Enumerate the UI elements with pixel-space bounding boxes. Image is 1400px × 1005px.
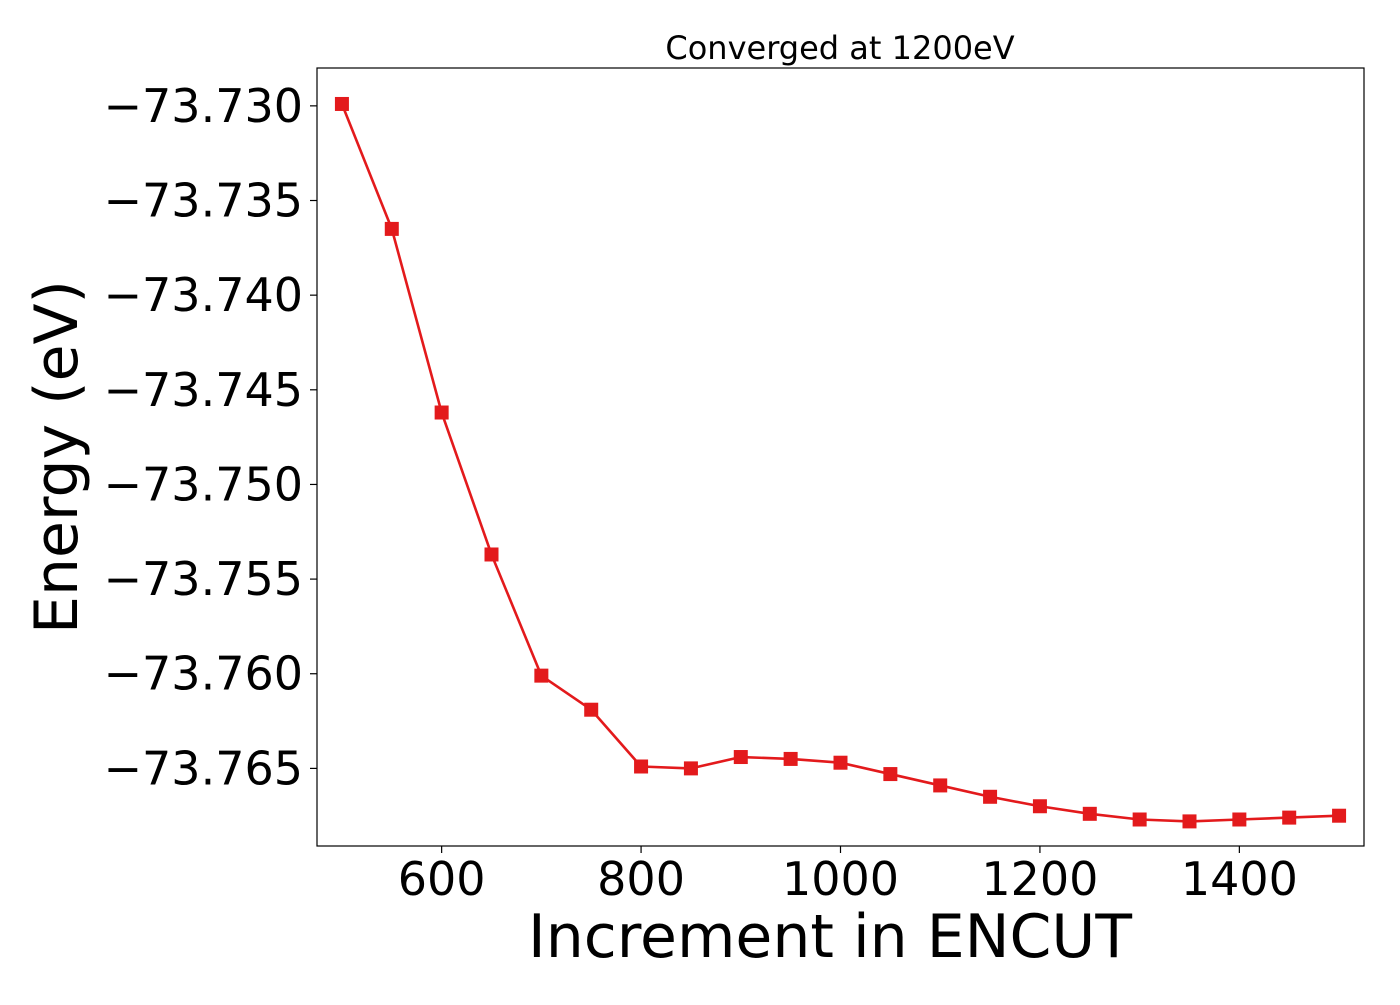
data-point bbox=[983, 789, 998, 804]
x-tick-label: 1400 bbox=[1181, 852, 1298, 906]
data-point bbox=[484, 547, 499, 562]
data-point bbox=[1282, 810, 1297, 825]
x-tick-label: 1000 bbox=[782, 852, 899, 906]
data-point bbox=[534, 668, 549, 683]
data-point bbox=[434, 405, 449, 420]
data-point bbox=[683, 761, 698, 776]
x-tick-label: 1200 bbox=[981, 852, 1098, 906]
series-energy bbox=[334, 96, 1347, 829]
data-point bbox=[1032, 799, 1047, 814]
x-tick-label: 800 bbox=[597, 852, 685, 906]
data-point bbox=[634, 759, 649, 774]
y-tick-label: −73.735 bbox=[104, 174, 304, 228]
x-axis: 600 800 1000 1200 1400 bbox=[398, 846, 1298, 906]
y-tick-label: −73.740 bbox=[104, 268, 304, 322]
y-axis-label: Energy (eV) bbox=[22, 280, 92, 634]
data-point bbox=[783, 751, 798, 766]
data-point bbox=[933, 778, 948, 793]
data-point bbox=[384, 221, 399, 236]
y-axis: −73.730 −73.735 −73.740 −73.745 −73.750 −73.7… bbox=[104, 79, 317, 795]
y-tick-label: −73.750 bbox=[104, 457, 304, 511]
data-point bbox=[584, 702, 599, 717]
y-tick-label: −73.730 bbox=[104, 79, 304, 133]
data-point bbox=[1232, 812, 1247, 827]
data-point bbox=[1082, 806, 1097, 821]
x-axis-label: Increment in ENCUT bbox=[528, 902, 1132, 972]
y-tick-label: −73.765 bbox=[104, 741, 304, 795]
series-line bbox=[340, 103, 1340, 823]
y-tick-label: −73.755 bbox=[104, 552, 304, 606]
data-point bbox=[1332, 808, 1347, 823]
data-point bbox=[883, 767, 898, 782]
plot-frame bbox=[316, 67, 1365, 847]
data-point bbox=[833, 755, 848, 770]
x-tick-label: 600 bbox=[398, 852, 486, 906]
y-tick-label: −73.745 bbox=[104, 363, 304, 417]
data-point bbox=[334, 96, 349, 111]
data-point bbox=[1132, 812, 1147, 827]
data-point bbox=[1182, 814, 1197, 829]
chart-title: Converged at 1200eV bbox=[665, 29, 1014, 67]
data-point bbox=[733, 750, 748, 765]
y-tick-label: −73.760 bbox=[104, 647, 304, 701]
